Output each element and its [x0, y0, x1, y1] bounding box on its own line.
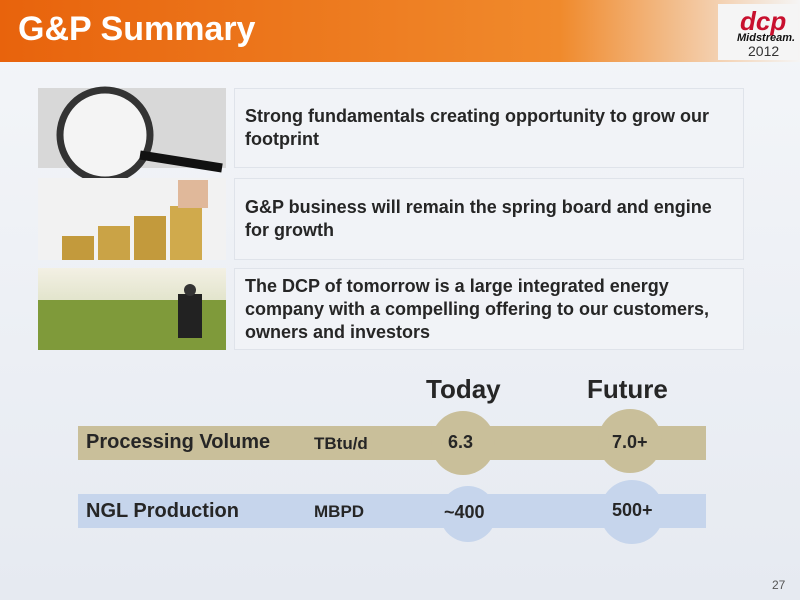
column-header: Future — [587, 374, 668, 404]
image-value — [38, 86, 226, 184]
title: G&P Summary — [18, 10, 256, 48]
row-label: NGL Production — [86, 500, 239, 522]
row-label: Processing Volume — [86, 431, 271, 453]
header-bar — [0, 0, 800, 62]
logo-bg — [718, 4, 798, 60]
future-value: 500+ — [612, 500, 653, 520]
row-unit: TBtu/d — [314, 434, 368, 453]
point: Strong fundamentals creating opportunity… — [234, 88, 744, 168]
value-circle — [600, 480, 664, 544]
today-value: ~400 — [444, 502, 485, 522]
image-field — [38, 268, 226, 350]
row-unit: MBPD — [314, 502, 365, 521]
logo-year: 2012 — [748, 43, 780, 59]
value-circle — [431, 411, 495, 475]
value-circle — [598, 409, 662, 473]
value-circle — [440, 486, 496, 542]
future-value: 7.0+ — [612, 432, 648, 452]
page-number: 27 — [772, 578, 786, 592]
image-coins — [38, 178, 226, 260]
point: G&P business will remain the spring boar… — [234, 178, 744, 260]
logo-brand: dcp — [740, 6, 787, 36]
column-header: Today — [426, 374, 501, 404]
logo-sub: Midstream. — [737, 32, 796, 44]
point: The DCP of tomorrow is a large integrate… — [234, 268, 744, 350]
today-value: 6.3 — [448, 432, 474, 452]
